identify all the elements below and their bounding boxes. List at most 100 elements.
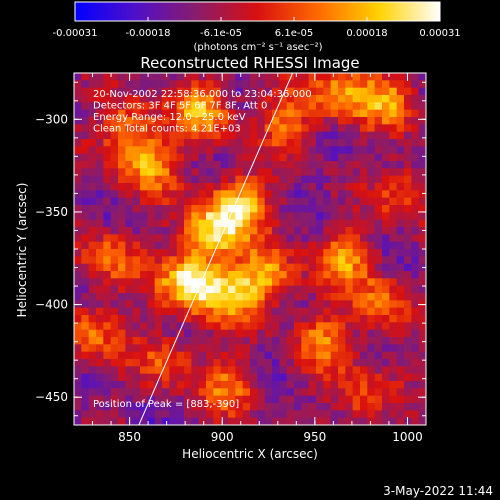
- heatmap-cell: [176, 381, 185, 389]
- heatmap-cell: [316, 109, 324, 118]
- heatmap-cell: [81, 175, 90, 184]
- heatmap-cell: [352, 410, 361, 419]
- heatmap-cell: [206, 315, 214, 323]
- heatmap-cell: [228, 366, 236, 375]
- heatmap-cell: [272, 161, 280, 169]
- heatmap-cell: [88, 359, 97, 367]
- heatmap-cell: [330, 278, 339, 287]
- heatmap-cell: [316, 227, 324, 235]
- heatmap-cell: [81, 388, 90, 397]
- heatmap-cell: [367, 227, 376, 235]
- heatmap-cell: [294, 102, 302, 111]
- heatmap-cell: [206, 337, 214, 345]
- heatmap-cell: [132, 322, 141, 331]
- heatmap-cell: [382, 161, 390, 169]
- heatmap-cell: [330, 227, 339, 235]
- heatmap-cell: [242, 329, 251, 338]
- heatmap-cell: [242, 344, 251, 353]
- heatmap-cell: [220, 161, 229, 169]
- heatmap-cell: [294, 87, 302, 96]
- heatmap-cell: [330, 403, 339, 411]
- heatmap-cell: [389, 219, 398, 228]
- heatmap-cell: [81, 366, 90, 375]
- heatmap-cell: [140, 197, 148, 206]
- heatmap-cell: [374, 183, 383, 191]
- heatmap-cell: [242, 168, 251, 177]
- heatmap-cell: [162, 234, 170, 243]
- heatmap-cell: [213, 219, 222, 228]
- heatmap-cell: [213, 95, 222, 103]
- heatmap-cell: [396, 131, 405, 140]
- heatmap-cell: [360, 87, 368, 96]
- heatmap-cell: [88, 153, 97, 162]
- heatmap-cell: [418, 381, 426, 389]
- heatmap-cell: [191, 263, 200, 272]
- heatmap-cell: [250, 337, 258, 345]
- heatmap-cell: [345, 307, 354, 316]
- heatmap-cell: [220, 395, 229, 404]
- heatmap-cell: [264, 139, 273, 147]
- heatmap-cell: [279, 381, 288, 389]
- heatmap-cell: [125, 307, 134, 316]
- heatmap-cell: [213, 285, 222, 294]
- heatmap-cell: [184, 322, 192, 331]
- heatmap-cell: [191, 285, 200, 294]
- heatmap-cell: [184, 241, 192, 250]
- heatmap-cell: [279, 322, 288, 331]
- heatmap-cell: [411, 131, 420, 140]
- heatmap-cell: [338, 175, 346, 184]
- heatmap-cell: [242, 190, 251, 199]
- heatmap-cell: [330, 366, 339, 375]
- heatmap-cell: [74, 153, 82, 162]
- heatmap-cell: [147, 351, 156, 360]
- heatmap-cell: [169, 351, 178, 360]
- heatmap-cell: [411, 403, 420, 411]
- heatmap-cell: [118, 117, 126, 125]
- heatmap-cell: [206, 395, 214, 404]
- heatmap-cell: [191, 227, 200, 235]
- heatmap-cell: [316, 344, 324, 353]
- heatmap-cell: [74, 124, 82, 133]
- heatmap-cell: [279, 117, 288, 125]
- y-tick-label: −350: [35, 205, 68, 219]
- heatmap-cell: [74, 146, 82, 155]
- heatmap-cell: [110, 212, 119, 221]
- heatmap-cell: [338, 256, 346, 265]
- heatmap-cell: [308, 388, 317, 397]
- heatmap-cell: [235, 175, 244, 184]
- heatmap-cell: [367, 271, 376, 279]
- heatmap-cell: [264, 80, 273, 89]
- heatmap-cell: [389, 183, 398, 191]
- heatmap-cell: [367, 315, 376, 323]
- heatmap-cell: [235, 168, 244, 177]
- heatmap-cell: [360, 395, 368, 404]
- heatmap-cell: [338, 271, 346, 279]
- heatmap-cell: [110, 153, 119, 162]
- heatmap-cell: [140, 278, 148, 287]
- heatmap-cell: [235, 139, 244, 147]
- heatmap-cell: [125, 285, 134, 294]
- heatmap-cell: [184, 395, 192, 404]
- heatmap-cell: [389, 131, 398, 140]
- heatmap-cell: [198, 190, 207, 199]
- heatmap-cell: [103, 131, 112, 140]
- heatmap-cell: [272, 351, 280, 360]
- heatmap-cell: [81, 153, 90, 162]
- heatmap-cell: [118, 80, 126, 89]
- heatmap-cell: [279, 139, 288, 147]
- heatmap-cell: [118, 359, 126, 367]
- heatmap-cell: [96, 146, 104, 155]
- heatmap-cell: [411, 197, 420, 206]
- heatmap-cell: [147, 87, 156, 96]
- heatmap-cell: [154, 410, 163, 419]
- heatmap-cell: [367, 153, 376, 162]
- heatmap-cell: [345, 388, 354, 397]
- heatmap-cell: [367, 131, 376, 140]
- heatmap-cell: [330, 95, 339, 103]
- heatmap-cell: [125, 388, 134, 397]
- y-tick-label: −400: [35, 298, 68, 312]
- heatmap-cell: [308, 205, 317, 213]
- heatmap-cell: [147, 256, 156, 265]
- heatmap-cell: [316, 146, 324, 155]
- heatmap-cell: [404, 263, 412, 272]
